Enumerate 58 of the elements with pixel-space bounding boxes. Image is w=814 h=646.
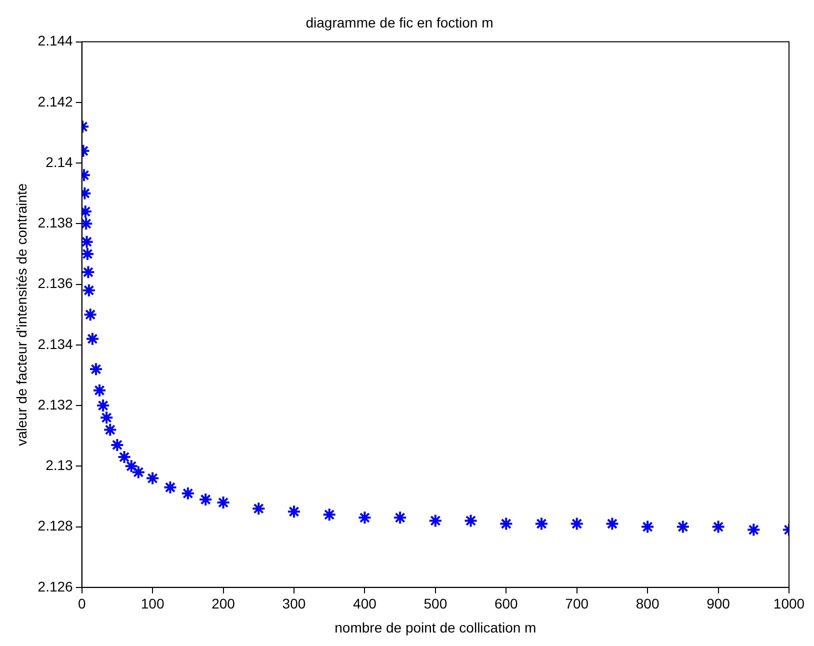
point xyxy=(83,308,98,322)
y-tick-label: 2.132 xyxy=(38,396,74,412)
x-tick-label: 500 xyxy=(424,596,448,612)
point xyxy=(82,283,96,298)
point xyxy=(358,510,372,525)
point xyxy=(92,383,107,398)
y-tick-label: 2.14 xyxy=(46,154,74,170)
point xyxy=(124,459,138,474)
point xyxy=(82,265,96,280)
x-tick-label: 700 xyxy=(565,596,589,612)
y-axis-title: valeur de facteur d'intensités de contrainte xyxy=(13,183,30,446)
point xyxy=(131,465,146,480)
point xyxy=(180,486,195,500)
point xyxy=(499,516,514,531)
x-tick-label: 1000 xyxy=(773,596,805,612)
point xyxy=(428,514,442,528)
point xyxy=(746,522,761,537)
point xyxy=(534,516,548,531)
y-tick-label: 2.144 xyxy=(38,32,74,49)
y-tick-label: 2.136 xyxy=(38,275,74,292)
point xyxy=(103,422,118,437)
chart-title: diagramme de fic en foction m xyxy=(306,14,494,30)
x-tick-label: 900 xyxy=(706,596,730,612)
point xyxy=(322,508,336,522)
point xyxy=(100,410,114,425)
point xyxy=(117,450,132,464)
x-tick-label: 600 xyxy=(494,596,518,612)
point xyxy=(88,362,103,376)
y-tick-label: 2.126 xyxy=(38,578,74,594)
point xyxy=(605,516,620,531)
point xyxy=(146,471,160,486)
y-tick-label: 2.128 xyxy=(38,518,74,534)
point xyxy=(570,516,584,531)
point xyxy=(464,514,478,528)
point xyxy=(286,504,301,519)
y-tick-label: 2.138 xyxy=(38,214,74,231)
x-axis-title: nombre de point de collication m xyxy=(334,619,536,636)
y-tick-label: 2.13 xyxy=(46,457,74,474)
x-tick-label: 0 xyxy=(78,596,86,612)
point xyxy=(252,502,266,516)
x-tick-label: 200 xyxy=(212,596,236,612)
point xyxy=(640,520,655,534)
point xyxy=(711,520,726,534)
y-tick-label: 2.134 xyxy=(38,336,74,352)
point xyxy=(82,246,94,261)
point xyxy=(163,480,178,494)
point xyxy=(96,398,110,413)
point xyxy=(216,496,230,510)
point xyxy=(110,438,124,452)
point xyxy=(198,492,213,506)
x-tick-label: 100 xyxy=(140,596,164,612)
point xyxy=(676,520,690,534)
point xyxy=(393,510,408,525)
point xyxy=(85,332,100,346)
x-tick-label: 300 xyxy=(282,596,306,612)
x-tick-label: 400 xyxy=(353,596,377,612)
y-tick-label: 2.142 xyxy=(38,93,74,110)
x-tick-label: 800 xyxy=(636,596,660,612)
